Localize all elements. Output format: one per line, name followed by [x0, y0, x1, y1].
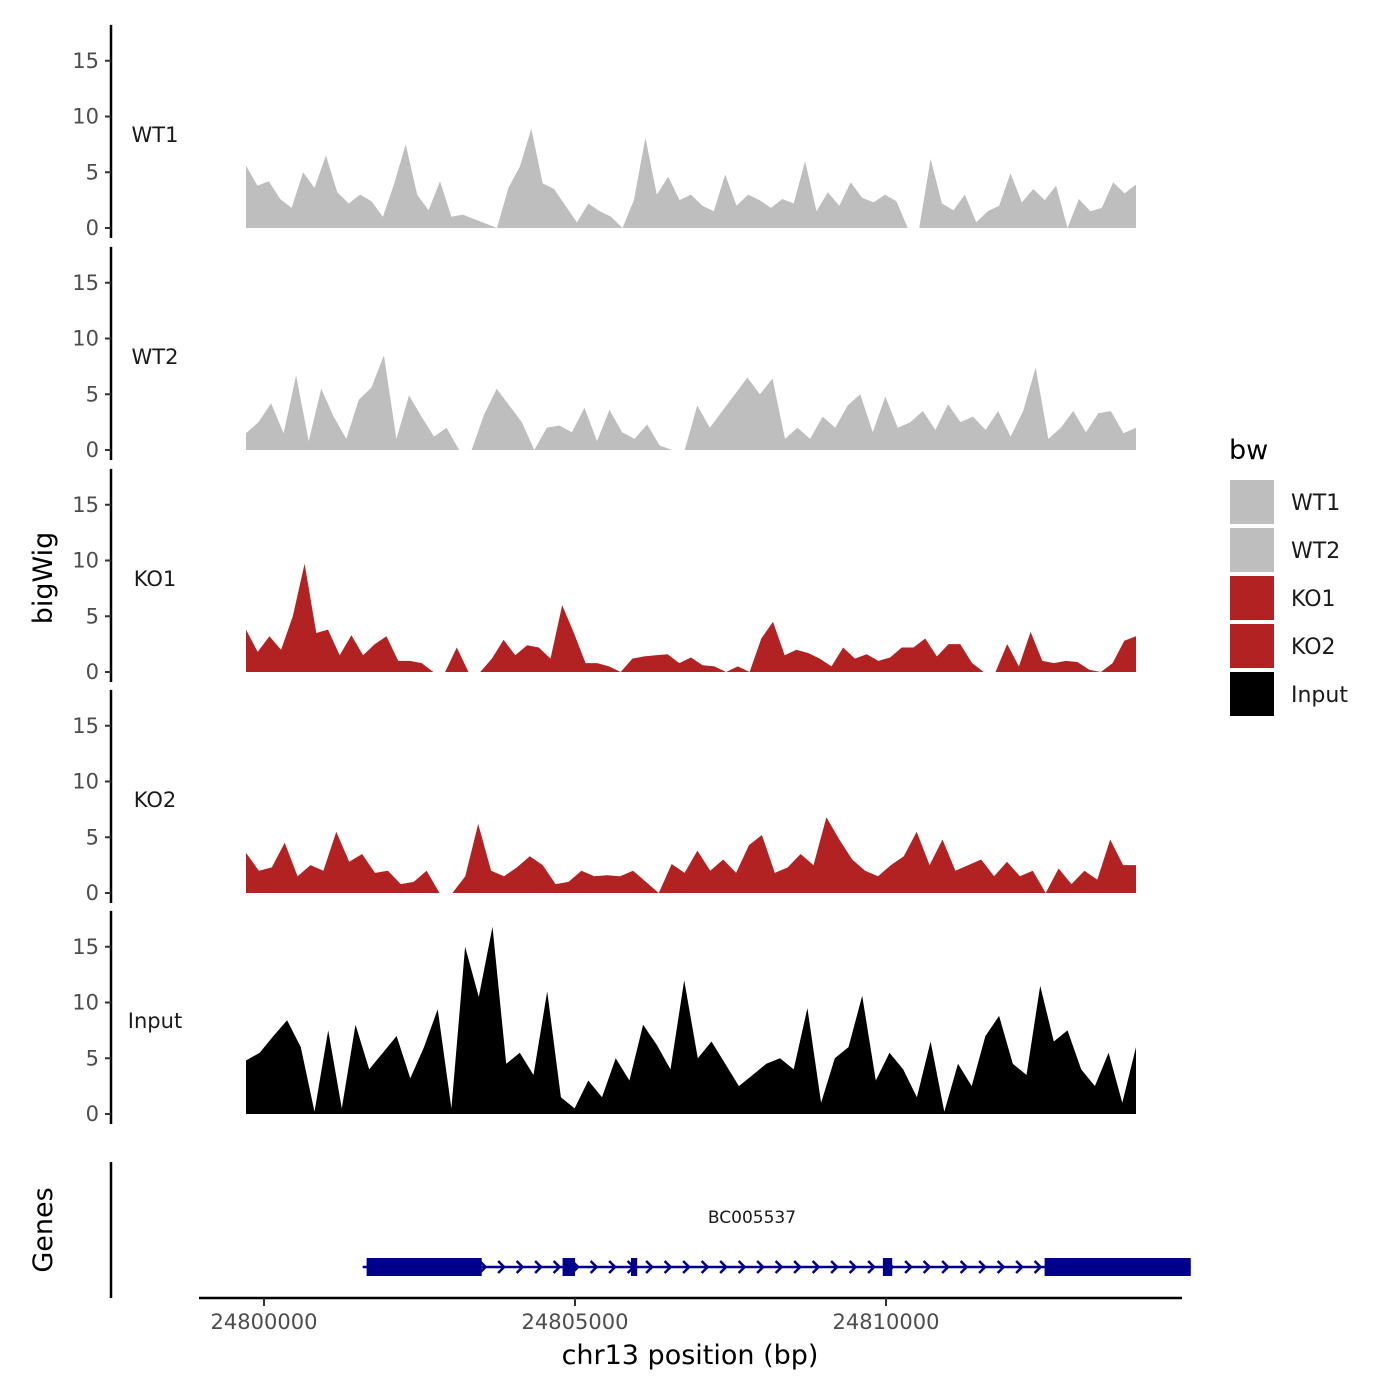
gene-exon	[1044, 1258, 1191, 1276]
strand-arrow	[996, 1260, 1006, 1274]
legend-key-Input	[1230, 672, 1274, 716]
strand-arrow	[589, 1260, 599, 1274]
signal-area-WT1	[246, 128, 1136, 228]
strand-arrow	[959, 1260, 969, 1274]
y-tick-label: 0	[86, 438, 99, 462]
strand-arrow	[700, 1260, 710, 1274]
y-tick-label: 10	[72, 991, 99, 1015]
signal-area-KO1	[246, 563, 1136, 672]
legend: WT1 WT2 KO1 KO2 Input	[1230, 480, 1348, 716]
strand-arrow	[978, 1260, 987, 1274]
genes-axis-title: Genes	[28, 1187, 59, 1272]
legend-key-WT1	[1230, 480, 1274, 524]
strand-arrow	[719, 1260, 728, 1274]
strand-arrow	[756, 1260, 765, 1274]
strand-arrow	[811, 1260, 821, 1274]
y-tick-label: 15	[72, 935, 99, 959]
track-WT2: 0 5 10 15 WT2	[72, 246, 1136, 462]
legend-key-KO1	[1230, 576, 1274, 620]
gene-label: BC005537	[708, 1208, 796, 1228]
x-axis-ticks: 24800000 24805000 24810000	[211, 1298, 940, 1334]
y-tick-label: 0	[86, 1102, 99, 1126]
y-tick-label: 5	[86, 160, 99, 184]
legend-label-WT1: WT1	[1291, 491, 1340, 516]
gene-exon	[366, 1258, 482, 1276]
strand-arrow	[534, 1260, 543, 1274]
x-tick-label: 24805000	[522, 1310, 629, 1334]
track-WT1: 0 5 10 15 WT1	[72, 24, 1136, 240]
y-tick-label: 5	[86, 604, 99, 628]
legend-label-KO2: KO2	[1291, 635, 1336, 660]
track-panels: 0 5 10 15 WT1 0 5 10 15 WT2 0 5 10 15 KO1 0 5 10 15 KO2 0 5 10…	[72, 24, 1136, 1126]
strand-arrow	[1015, 1260, 1024, 1274]
strand-arrow	[1033, 1260, 1043, 1274]
strand-arrow	[922, 1260, 932, 1274]
y-tick-label: 10	[72, 105, 99, 129]
track-KO2: 0 5 10 15 KO2	[72, 689, 1136, 905]
strand-arrow	[737, 1260, 747, 1274]
strand-arrow	[552, 1260, 562, 1274]
y-tick-label: 5	[86, 1046, 99, 1070]
x-tick-label: 24800000	[211, 1310, 318, 1334]
track-Input: 0 5 10 15 Input	[72, 910, 1136, 1126]
gene-exon	[562, 1258, 575, 1276]
y-tick-label: 0	[86, 660, 99, 684]
strand-arrow	[793, 1260, 802, 1274]
y-tick-label: 10	[72, 549, 99, 573]
strand-arrow	[774, 1260, 784, 1274]
y-tick-label: 15	[72, 49, 99, 73]
legend-title: bw	[1229, 435, 1268, 466]
y-tick-label: 15	[72, 493, 99, 517]
y-tick-label: 5	[86, 825, 99, 849]
legend-key-KO2	[1230, 624, 1274, 668]
strand-arrow	[663, 1260, 673, 1274]
signal-area-WT2	[246, 355, 1136, 450]
track-label: KO2	[134, 788, 177, 812]
strand-arrow	[608, 1260, 617, 1274]
strand-arrow	[497, 1260, 506, 1274]
legend-label-KO1: KO1	[1291, 587, 1336, 612]
y-tick-label: 15	[72, 714, 99, 738]
track-label: WT2	[132, 345, 179, 369]
signal-area-KO2	[246, 817, 1136, 893]
y-tick-label: 10	[72, 327, 99, 351]
gene-track	[362, 1258, 1191, 1276]
strand-arrow	[904, 1260, 913, 1274]
signal-area-Input	[246, 926, 1136, 1114]
legend-label-Input: Input	[1291, 683, 1348, 708]
legend-label-WT2: WT2	[1291, 539, 1340, 564]
track-KO1: 0 5 10 15 KO1	[72, 468, 1136, 684]
x-tick-label: 24810000	[833, 1310, 940, 1334]
strand-arrow	[645, 1260, 654, 1274]
gene-exon	[882, 1258, 893, 1276]
x-axis-title: chr13 position (bp)	[562, 1340, 819, 1371]
gene-exon	[630, 1258, 638, 1276]
track-label: WT1	[132, 123, 179, 147]
y-tick-label: 10	[72, 770, 99, 794]
y-tick-label: 15	[72, 271, 99, 295]
track-label: KO1	[134, 567, 177, 591]
y-tick-label: 5	[86, 382, 99, 406]
strand-arrow	[941, 1260, 950, 1274]
strand-arrow	[682, 1260, 691, 1274]
strand-arrow	[830, 1260, 839, 1274]
strand-arrow	[515, 1260, 525, 1274]
strand-arrow	[848, 1260, 858, 1274]
y-tick-label: 0	[86, 216, 99, 240]
strand-arrow	[867, 1260, 876, 1274]
legend-key-WT2	[1230, 528, 1274, 572]
y-axis-title: bigWig	[28, 532, 59, 625]
track-label: Input	[128, 1009, 182, 1033]
y-tick-label: 0	[86, 881, 99, 905]
